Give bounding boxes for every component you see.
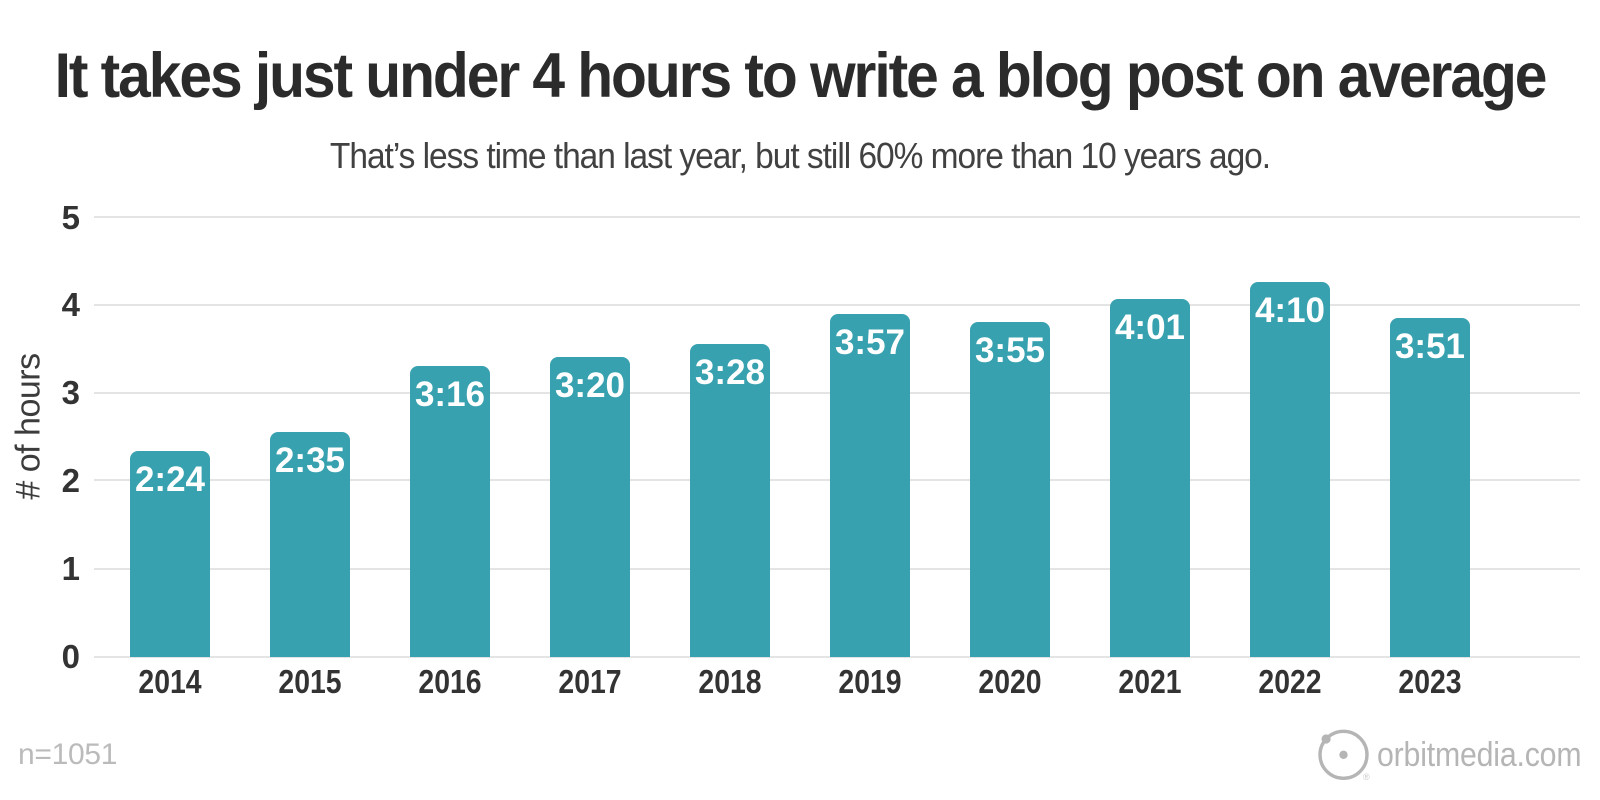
svg-text:®: ® bbox=[1363, 772, 1370, 782]
